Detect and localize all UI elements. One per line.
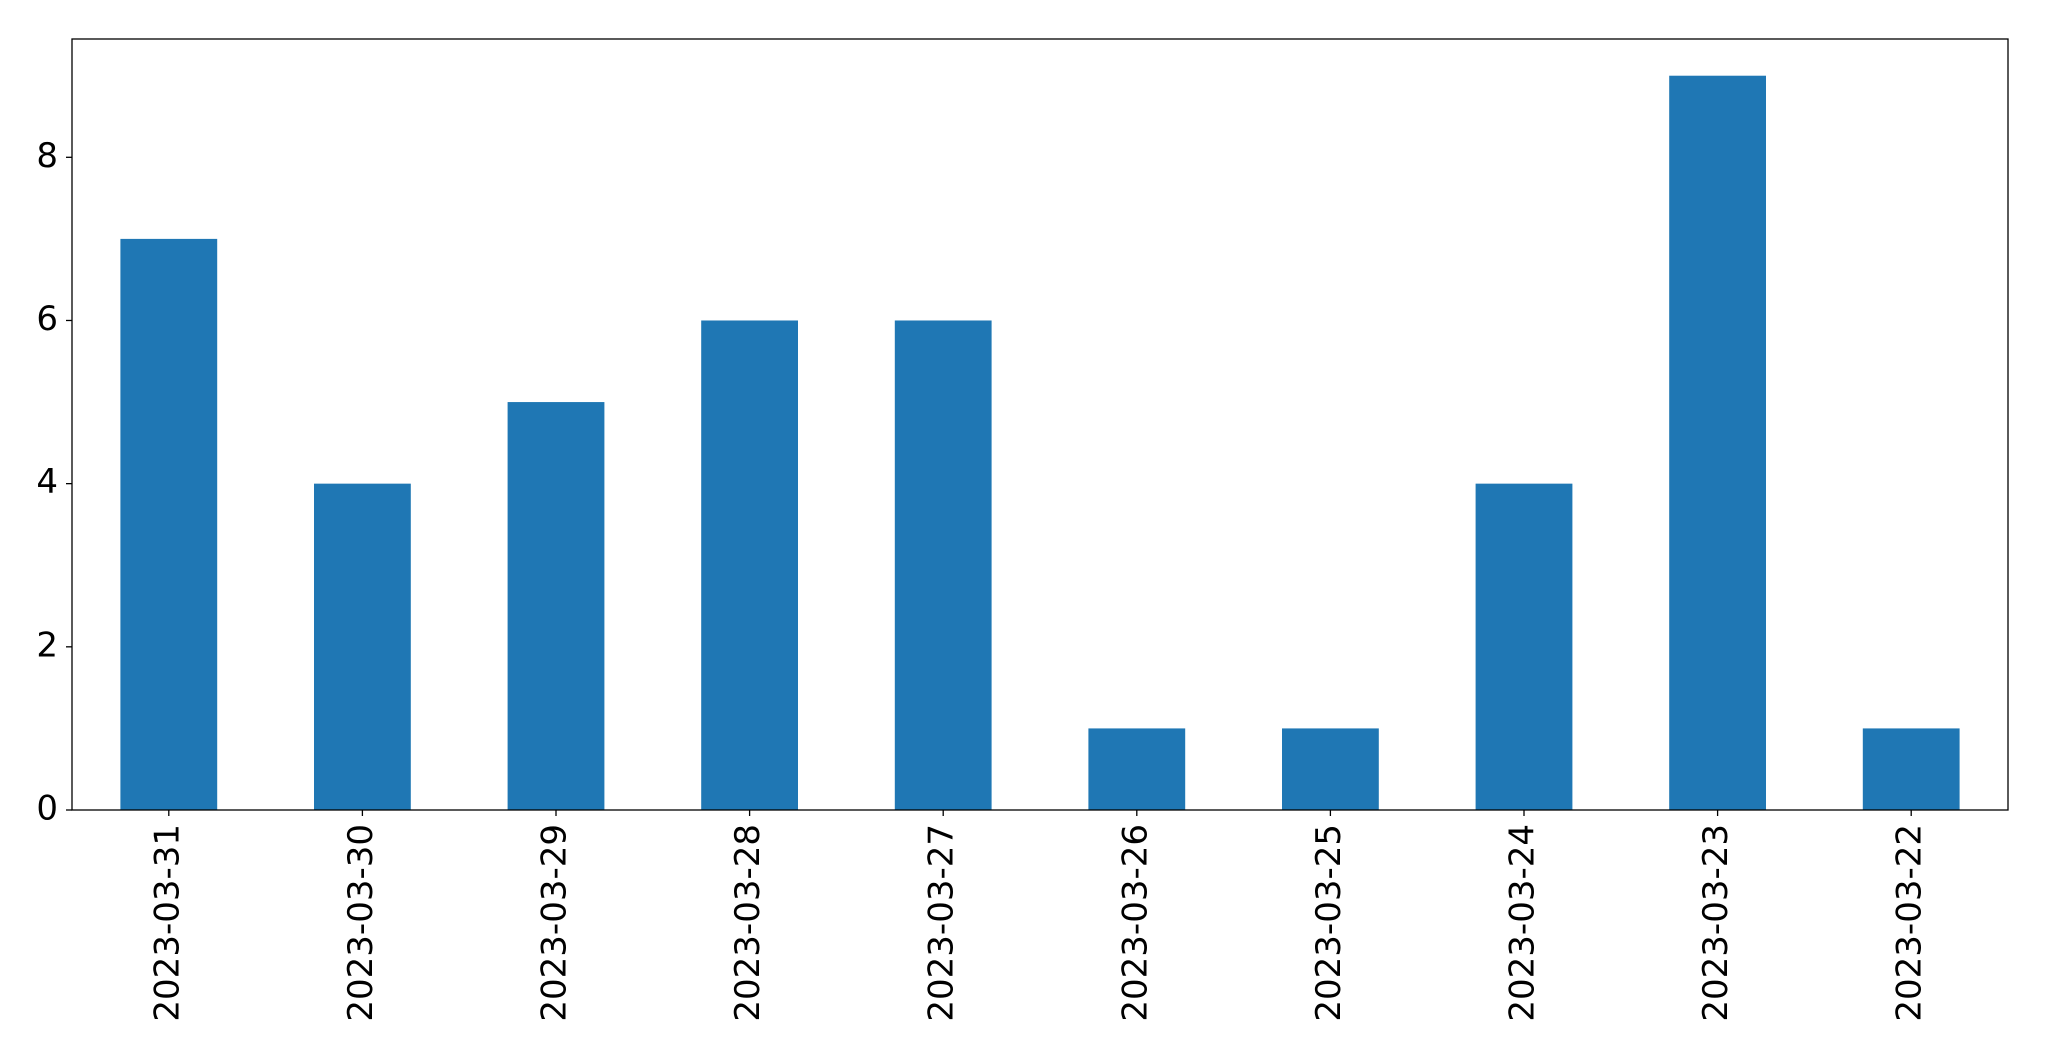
y-tick-label: 2: [36, 625, 58, 665]
x-tick-label: 2023-03-31: [147, 824, 187, 1022]
x-tick-label: 2023-03-24: [1503, 824, 1543, 1022]
x-tick-label: 2023-03-30: [341, 824, 381, 1022]
x-tick-label: 2023-03-28: [728, 824, 768, 1022]
bar: [894, 320, 992, 810]
plot-frame: [71, 38, 2009, 811]
bar: [1862, 728, 1960, 810]
bar: [1669, 75, 1766, 810]
x-tick-label: 2023-03-22: [1890, 824, 1930, 1022]
y-tick-label: 4: [36, 462, 58, 502]
bar: [1088, 728, 1186, 810]
bar: [1475, 483, 1573, 810]
bar: [1282, 728, 1379, 810]
x-tick-label: 2023-03-26: [1115, 824, 1155, 1022]
y-tick-label: 8: [36, 136, 58, 176]
bar: [507, 402, 605, 810]
bar: [314, 483, 411, 810]
bar: [701, 320, 798, 810]
x-tick-label: 2023-03-25: [1309, 824, 1349, 1022]
x-tick-label: 2023-03-29: [535, 824, 575, 1022]
x-tick-label: 2023-03-27: [922, 824, 962, 1022]
x-tick-label: 2023-03-23: [1696, 824, 1736, 1022]
y-tick-label: 6: [36, 299, 58, 339]
y-tick-label: 0: [36, 789, 58, 829]
bar: [120, 238, 218, 810]
